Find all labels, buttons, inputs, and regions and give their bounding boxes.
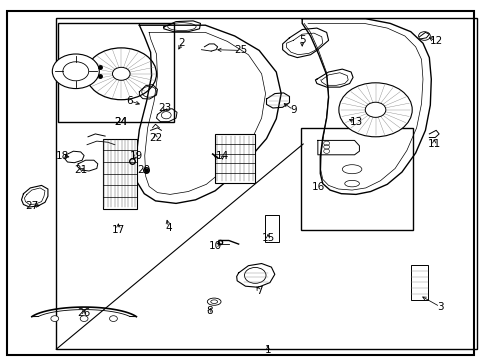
Bar bbox=[102, 139, 137, 209]
Text: 10: 10 bbox=[208, 240, 221, 251]
Bar bbox=[264, 215, 278, 242]
Text: 13: 13 bbox=[348, 117, 362, 127]
Text: 22: 22 bbox=[148, 132, 162, 143]
Circle shape bbox=[80, 316, 88, 321]
Text: 23: 23 bbox=[158, 103, 172, 113]
Text: 3: 3 bbox=[436, 302, 443, 312]
Circle shape bbox=[109, 316, 117, 321]
Text: 1: 1 bbox=[264, 345, 271, 355]
Bar bbox=[410, 265, 427, 300]
Circle shape bbox=[365, 102, 385, 117]
Bar bbox=[215, 134, 255, 183]
Text: 12: 12 bbox=[428, 36, 442, 46]
Text: 25: 25 bbox=[233, 45, 247, 55]
Circle shape bbox=[51, 316, 59, 321]
Text: 4: 4 bbox=[165, 222, 172, 233]
Text: 9: 9 bbox=[289, 105, 296, 115]
Text: 24: 24 bbox=[114, 117, 128, 127]
Text: 11: 11 bbox=[427, 139, 440, 149]
Text: 6: 6 bbox=[126, 96, 133, 106]
Circle shape bbox=[338, 83, 411, 137]
Bar bbox=[300, 128, 412, 230]
Text: 26: 26 bbox=[77, 308, 91, 318]
Text: 16: 16 bbox=[311, 182, 325, 192]
Text: 15: 15 bbox=[261, 233, 274, 243]
Circle shape bbox=[52, 54, 99, 89]
Text: 19: 19 bbox=[129, 150, 142, 161]
Text: 2: 2 bbox=[178, 38, 185, 48]
Text: 18: 18 bbox=[56, 150, 69, 161]
Text: 24: 24 bbox=[114, 117, 128, 127]
Text: 5: 5 bbox=[298, 35, 305, 45]
Circle shape bbox=[63, 62, 88, 81]
Text: 20: 20 bbox=[138, 165, 150, 175]
Text: 7: 7 bbox=[255, 286, 262, 296]
Bar bbox=[56, 18, 476, 349]
Text: 27: 27 bbox=[25, 201, 39, 211]
Text: 21: 21 bbox=[74, 165, 87, 175]
Bar bbox=[58, 23, 173, 122]
Text: 14: 14 bbox=[215, 150, 229, 161]
Text: 8: 8 bbox=[205, 306, 212, 316]
Circle shape bbox=[112, 67, 130, 80]
Text: 17: 17 bbox=[111, 225, 125, 235]
